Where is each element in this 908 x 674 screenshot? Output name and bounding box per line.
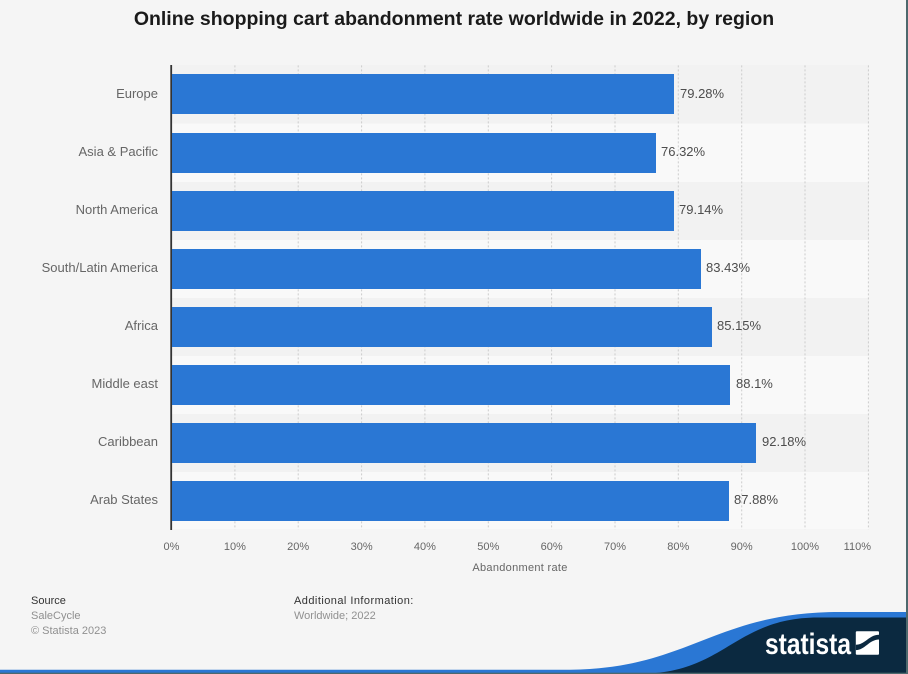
- svg-text:statista: statista: [765, 628, 851, 661]
